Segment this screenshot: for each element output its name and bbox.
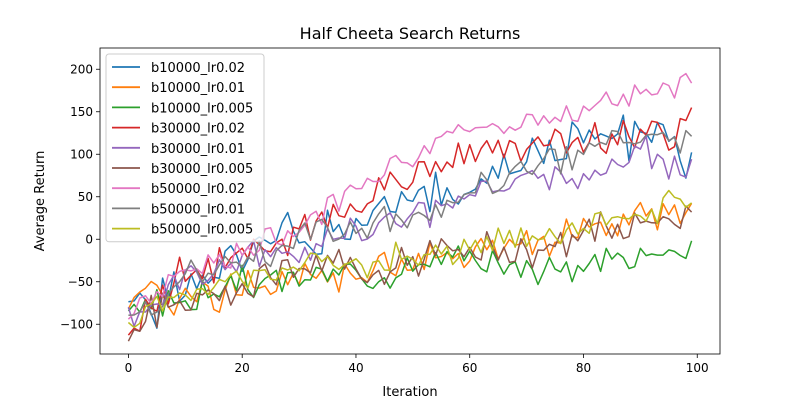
- x-tick-label: 20: [235, 361, 250, 375]
- legend-label: b30000_lr0.005: [151, 162, 253, 177]
- x-axis: 0 20 40 60 80 100: [125, 354, 709, 375]
- y-tick-label: 50: [78, 190, 93, 204]
- y-axis-label: Average Return: [33, 151, 48, 252]
- legend: b10000_lr0.02 b10000_lr0.01 b10000_lr0.005…: [105, 53, 265, 243]
- series-line: [127, 107, 693, 336]
- x-axis-label: Iteration: [382, 385, 437, 400]
- legend-label: b50000_lr0.02: [151, 182, 245, 197]
- legend-label: b10000_lr0.02: [151, 61, 245, 76]
- series-line: [127, 189, 693, 329]
- chart-title: Half Cheeta Search Returns: [300, 24, 521, 43]
- x-tick-label: 60: [462, 361, 477, 375]
- series-line: [127, 135, 693, 328]
- x-tick-label: 0: [125, 361, 133, 375]
- x-tick-label: 80: [576, 361, 591, 375]
- y-tick-label: 100: [70, 147, 93, 161]
- y-tick-label: −50: [68, 275, 93, 289]
- y-axis: −100 −50 0 50 100 150 200: [60, 62, 100, 331]
- series-line: [127, 205, 693, 342]
- legend-label: b30000_lr0.02: [151, 122, 245, 137]
- x-tick-label: 100: [686, 361, 709, 375]
- y-tick-label: 150: [70, 105, 93, 119]
- x-tick-label: 40: [348, 361, 363, 375]
- legend-label: b10000_lr0.005: [151, 101, 253, 116]
- plot-frame: [99, 47, 721, 355]
- legend-label: b50000_lr0.01: [151, 202, 245, 217]
- legend-label: b10000_lr0.01: [151, 81, 245, 96]
- series-line: [128, 129, 693, 317]
- series-layer: [127, 72, 693, 342]
- y-tick-label: 200: [70, 62, 93, 76]
- legend-label: b30000_lr0.01: [151, 142, 245, 157]
- y-tick-label: 0: [85, 232, 93, 246]
- y-tick-label: −100: [60, 317, 93, 331]
- legend-label: b50000_lr0.005: [151, 223, 253, 238]
- legend-box: [105, 53, 265, 243]
